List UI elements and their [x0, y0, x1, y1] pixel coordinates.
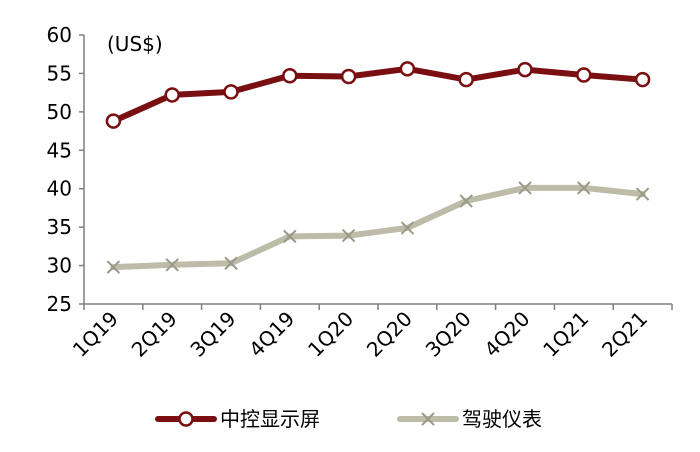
- data-point: [459, 194, 473, 208]
- y-ticks: 25 30 35 40 45 50 55 60: [47, 23, 84, 316]
- data-point: [400, 221, 415, 235]
- y-tick-label: 25: [47, 292, 72, 316]
- y-tick-label: 55: [47, 61, 72, 85]
- x-tick-label: 2Q19: [127, 307, 182, 362]
- x-tick-label: 2Q21: [597, 307, 652, 362]
- data-point: [341, 228, 356, 243]
- data-point: [164, 87, 180, 103]
- series-layer: [105, 61, 651, 274]
- x-tick-label: 4Q20: [479, 307, 534, 362]
- data-point: [635, 187, 650, 201]
- y-tick-label: 45: [47, 138, 72, 162]
- data-point: [224, 256, 238, 270]
- data-point: [105, 113, 122, 129]
- data-point: [165, 258, 179, 272]
- y-tick-label: 50: [47, 100, 72, 124]
- x-tick-label: 4Q19: [244, 307, 299, 362]
- legend-label: 中控显示屏: [220, 407, 320, 431]
- data-point: [577, 181, 591, 195]
- x-ticks: 1Q19 2Q19 3Q19 4Q19 1Q20 2Q20 3Q20 4Q20 1Q21 2Q21: [68, 304, 673, 362]
- data-point: [399, 61, 416, 77]
- data-point: [282, 67, 298, 84]
- x-tick-label: 3Q19: [185, 307, 240, 362]
- x-tick-label: 1Q21: [538, 307, 593, 362]
- y-tick-label: 60: [47, 23, 72, 47]
- legend-marker-x: [421, 412, 435, 426]
- y-tick-label: 30: [47, 254, 72, 278]
- y-tick-label: 40: [47, 177, 72, 201]
- series-line-1: [110, 65, 646, 125]
- y-tick-label: 35: [47, 215, 72, 239]
- data-point: [634, 71, 651, 88]
- series-line-2: [110, 184, 646, 271]
- unit-label: (US$): [107, 32, 163, 56]
- data-point: [106, 260, 121, 274]
- data-point: [340, 68, 357, 85]
- legend-marker-circle: [178, 411, 194, 427]
- x-tick-label: 3Q20: [421, 307, 476, 362]
- x-tick-label: 2Q20: [362, 307, 417, 362]
- legend: 中控显示屏 驾驶仪表: [155, 407, 542, 431]
- x-tick-label: 1Q20: [303, 307, 358, 362]
- data-point: [518, 181, 532, 195]
- data-point: [458, 71, 474, 88]
- data-point: [517, 61, 533, 78]
- data-point: [576, 67, 592, 83]
- data-point: [223, 84, 239, 100]
- x-tick-label: 1Q19: [68, 307, 123, 362]
- data-point: [283, 229, 297, 244]
- legend-label: 驾驶仪表: [462, 407, 542, 431]
